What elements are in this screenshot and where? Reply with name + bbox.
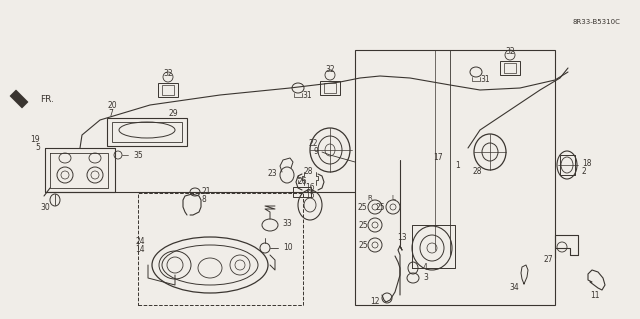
Text: 25: 25: [357, 203, 367, 211]
Text: 31: 31: [302, 92, 312, 100]
Text: 28: 28: [472, 167, 482, 176]
Text: 25: 25: [358, 220, 368, 229]
Polygon shape: [10, 90, 28, 108]
Text: 23: 23: [268, 168, 277, 177]
Text: FR.: FR.: [40, 95, 54, 105]
Text: 13: 13: [397, 234, 407, 242]
Text: 10: 10: [283, 243, 292, 253]
Bar: [112, 122, 182, 142]
Text: 2: 2: [582, 167, 587, 176]
Text: 14: 14: [136, 246, 145, 255]
Text: R: R: [367, 195, 372, 201]
Text: 3: 3: [423, 273, 428, 283]
Text: 31: 31: [480, 76, 490, 85]
Text: 7: 7: [108, 108, 113, 117]
Bar: [138, 193, 303, 305]
Text: 8: 8: [202, 196, 207, 204]
Text: 25: 25: [376, 203, 385, 211]
Bar: [504, 63, 516, 73]
Bar: [320, 81, 340, 95]
Text: 30: 30: [40, 203, 50, 211]
Bar: [293, 187, 311, 197]
Text: 9: 9: [313, 147, 318, 157]
Text: 24: 24: [136, 238, 145, 247]
Text: 20: 20: [108, 101, 118, 110]
Text: 32: 32: [325, 65, 335, 75]
Text: 17: 17: [433, 153, 443, 162]
Bar: [107, 118, 187, 146]
Text: 16: 16: [305, 183, 315, 192]
Text: 19: 19: [30, 135, 40, 144]
Text: 35: 35: [133, 151, 143, 160]
Bar: [158, 83, 178, 97]
Text: 22: 22: [308, 138, 318, 147]
Text: 32: 32: [505, 48, 515, 56]
Bar: [500, 61, 520, 75]
Text: 32: 32: [163, 69, 173, 78]
Text: 12: 12: [371, 298, 380, 307]
Text: 28: 28: [303, 167, 313, 176]
Text: 15: 15: [305, 191, 315, 201]
Text: 11: 11: [591, 291, 600, 300]
Text: 1: 1: [455, 160, 460, 169]
Text: 18: 18: [582, 159, 591, 167]
Bar: [162, 85, 174, 95]
Text: 26: 26: [297, 177, 307, 187]
Text: 21: 21: [202, 188, 211, 197]
Text: 5: 5: [35, 143, 40, 152]
Bar: [324, 83, 336, 93]
Text: 8R33-B5310C: 8R33-B5310C: [572, 19, 620, 25]
Text: 4: 4: [423, 263, 428, 272]
Text: 29: 29: [168, 108, 178, 117]
Text: L: L: [391, 195, 395, 201]
Text: 27: 27: [543, 256, 553, 264]
Bar: [355, 50, 555, 305]
Text: 25: 25: [358, 241, 368, 249]
Text: 34: 34: [509, 283, 519, 292]
Text: 33: 33: [282, 219, 292, 228]
